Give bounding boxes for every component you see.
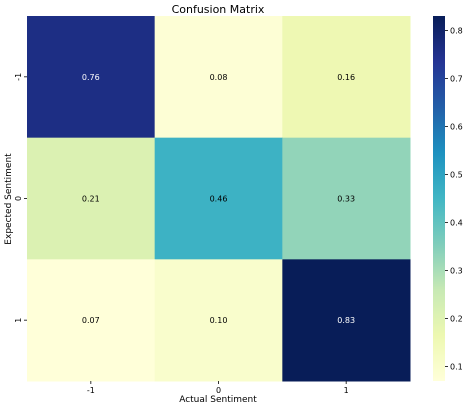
heatmap-cell: [27, 137, 156, 260]
heatmap-cell: [282, 16, 411, 139]
x-tick-label: 1: [344, 386, 349, 395]
heatmap-cell: [282, 137, 411, 260]
heatmap-cell: [154, 259, 283, 382]
heatmap-cell-label: 0.46: [210, 195, 228, 204]
heatmap-cell: [154, 137, 283, 260]
heatmap-cell-label: 0.10: [210, 316, 228, 325]
y-axis-ticks: -1 0 1: [14, 73, 27, 323]
x-tick-label: 0: [216, 386, 221, 395]
heatmap-cell-label: 0.83: [337, 316, 355, 325]
heatmap-cell-label: 0.08: [210, 73, 228, 82]
colorbar-tick-label: 0.5: [450, 170, 463, 179]
heatmap-cell-label: 0.21: [82, 195, 100, 204]
x-axis-ticks: -1 0 1: [87, 381, 349, 395]
colorbar: [433, 16, 445, 381]
heatmap-cell-label: 0.07: [82, 316, 100, 325]
heatmap-cell-label: 0.76: [82, 73, 100, 82]
heatmap-cell-label: 0.33: [337, 195, 355, 204]
heatmap-cell-label: 0.16: [337, 73, 355, 82]
colorbar-tick-label: 0.6: [450, 122, 463, 131]
heatmap-cell-labels: 0.76 0.08 0.16 0.21 0.46 0.33 0.07 0.10 0.83: [82, 73, 355, 325]
chart-title: Confusion Matrix: [172, 3, 265, 16]
y-axis-label: Expected Sentiment: [4, 153, 14, 245]
x-axis-label: Actual Sentiment: [179, 395, 257, 405]
colorbar-tick-label: 0.1: [450, 363, 463, 372]
colorbar-ticks: 0.1 0.2 0.3 0.4 0.5 0.6 0.7 0.8: [445, 26, 463, 372]
heatmap-cells: [27, 16, 411, 382]
heatmap-cell: [282, 259, 411, 382]
heatmap-cell: [154, 16, 283, 139]
y-tick-label: 1: [14, 318, 23, 323]
x-tick-label: -1: [87, 386, 95, 395]
colorbar-tick-label: 0.2: [450, 315, 463, 324]
colorbar-tick-label: 0.8: [450, 26, 463, 35]
y-tick-label: 0: [14, 196, 23, 201]
heatmap-cell: [27, 16, 156, 139]
colorbar-tick-label: 0.7: [450, 74, 463, 83]
colorbar-tick-label: 0.4: [450, 219, 463, 228]
colorbar-tick-label: 0.3: [450, 267, 463, 276]
y-tick-label: -1: [14, 73, 23, 81]
heatmap-cell: [27, 259, 156, 382]
